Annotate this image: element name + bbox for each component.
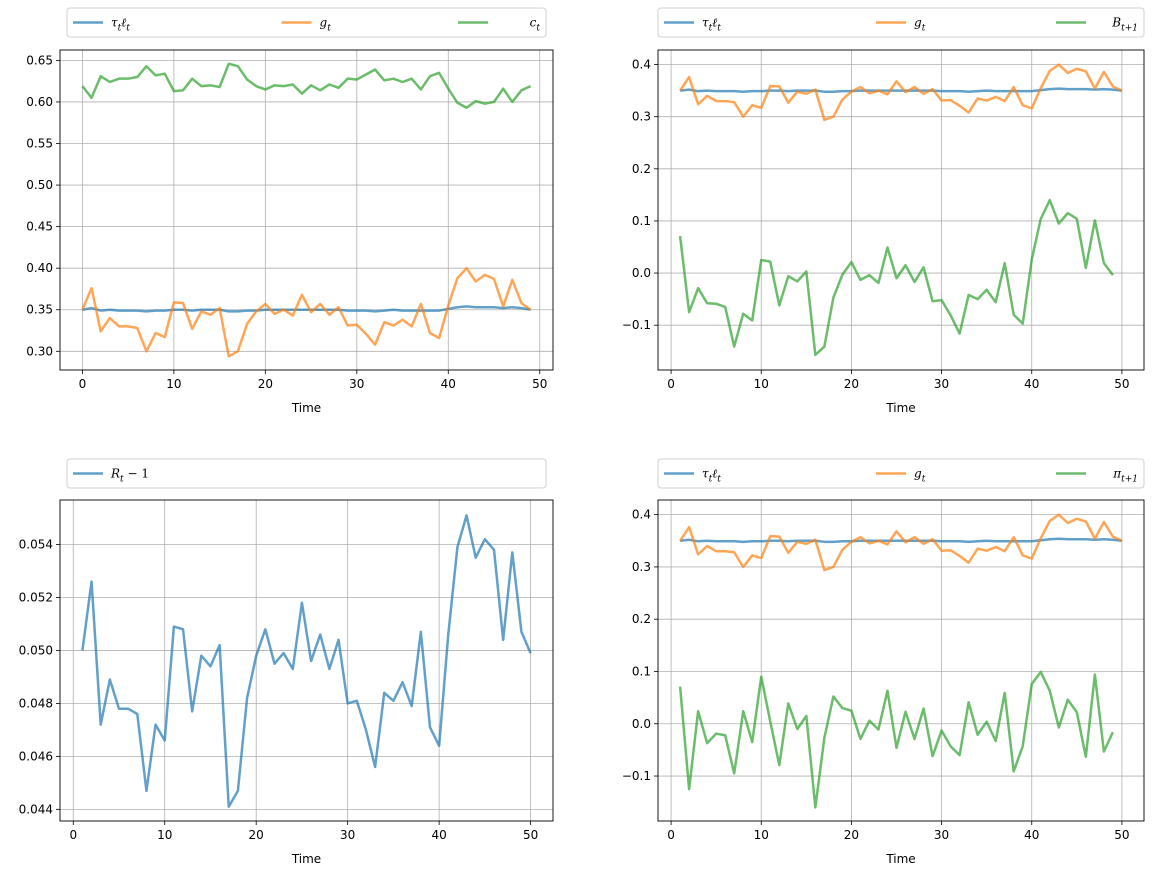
x-tick-label: 10	[754, 828, 769, 842]
x-tick-label: 30	[934, 828, 949, 842]
x-tick-label: 10	[166, 377, 181, 391]
x-tick-label: 10	[157, 828, 172, 842]
y-tick-label: 0.3	[632, 560, 651, 574]
y-tick-label: 0.4	[632, 508, 651, 522]
x-tick-label: 30	[340, 828, 355, 842]
y-tick-label: 0.50	[26, 178, 53, 192]
x-tick-label: 50	[523, 828, 538, 842]
series-line-1	[81, 514, 532, 808]
legend-label-2: gt	[914, 16, 926, 34]
x-tick-label: 20	[844, 377, 859, 391]
series-line-1	[679, 537, 1123, 544]
y-tick-label: 0.046	[19, 749, 53, 763]
y-tick-label: 0.1	[632, 664, 651, 678]
series-line-2	[81, 266, 532, 358]
x-axis-label: Time	[885, 852, 915, 866]
x-axis-label: Time	[291, 852, 321, 866]
axes-frame	[59, 499, 554, 822]
y-tick-label: 0.1	[632, 214, 651, 228]
y-tick-label: 0.048	[19, 696, 53, 710]
y-tick-label: 0.35	[26, 303, 53, 317]
y-tick-label: 0.2	[632, 612, 651, 626]
y-tick-label: −0.1	[622, 318, 651, 332]
y-tick-label: 0.55	[26, 137, 53, 151]
y-tick-label: 0.050	[19, 643, 53, 657]
panel-3: 0 10 20 30 40 50 0.044 0.046 0.048 0.050 0.052 0.05…	[19, 458, 554, 866]
y-tick-label: 0.2	[632, 162, 651, 176]
legend-label-1: τtℓt	[702, 16, 721, 34]
series-line-2	[679, 513, 1123, 572]
series-line-1	[82, 305, 531, 313]
x-tick-label: 50	[1114, 377, 1129, 391]
panel-4: 0 10 20 30 40 50 −0.1 0.0 0.1 0.2 0.3 0.4 Time τtℓt gt…	[622, 458, 1145, 866]
legend-box	[66, 458, 547, 489]
x-tick-label: 0	[79, 377, 87, 391]
legend-label-2: gt	[320, 16, 332, 34]
legend: τtℓt gt ct	[66, 7, 547, 38]
legend: τtℓt gt Bt+1	[657, 7, 1145, 38]
panel-1: 0 10 20 30 40 50 0.30 0.35 0.40 0.45 0.50 0.55 0.60 0…	[26, 7, 554, 415]
y-tick-label: 0.30	[26, 344, 53, 358]
legend-label-1: τtℓt	[111, 16, 130, 34]
legend-label-2: gt	[914, 467, 926, 485]
legend-label-1: τtℓt	[702, 467, 721, 485]
x-tick-label: 30	[934, 377, 949, 391]
legend-label-3: πt+1	[1112, 467, 1138, 485]
x-tick-label: 40	[1024, 377, 1039, 391]
y-tick-label: 0.4	[632, 58, 651, 72]
panel-2: 0 10 20 30 40 50 −0.1 0.0 0.1 0.2 0.3 0.4 Time τtℓt gt…	[622, 7, 1145, 415]
y-tick-label: 0.054	[19, 537, 53, 551]
legend-label-1: Rt − 1	[110, 467, 149, 485]
x-tick-label: 0	[667, 377, 675, 391]
x-axis-label: Time	[291, 401, 321, 415]
axes-frame	[657, 49, 1145, 371]
y-tick-label: 0.60	[26, 95, 53, 109]
series-line-3	[678, 670, 1115, 809]
x-tick-label: 20	[249, 828, 264, 842]
series-line-1	[679, 87, 1123, 93]
y-tick-label: 0.3	[632, 110, 651, 124]
axes-frame	[59, 49, 554, 371]
series-line-3	[678, 198, 1114, 357]
axes-frame	[657, 499, 1145, 822]
x-axis-label: Time	[885, 401, 915, 415]
x-tick-label: 30	[349, 377, 364, 391]
series-line-2	[679, 63, 1123, 122]
legend: Rt − 1	[66, 458, 547, 489]
x-tick-label: 40	[431, 828, 446, 842]
x-tick-label: 50	[1114, 828, 1129, 842]
x-tick-label: 0	[667, 828, 675, 842]
x-tick-label: 10	[754, 377, 769, 391]
y-tick-label: 0.0	[632, 266, 651, 280]
x-tick-label: 40	[1024, 828, 1039, 842]
y-tick-label: 0.0	[632, 717, 651, 731]
legend: τtℓt gt πt+1	[657, 458, 1145, 489]
y-tick-label: 0.40	[26, 261, 53, 275]
series-line-3	[81, 62, 532, 110]
legend-label-3: ct	[530, 16, 541, 34]
x-tick-label: 40	[441, 377, 456, 391]
x-tick-label: 20	[258, 377, 273, 391]
y-tick-label: −0.1	[622, 769, 651, 783]
legend-label-3: Bt+1	[1111, 16, 1138, 34]
x-tick-label: 0	[69, 828, 77, 842]
x-tick-label: 20	[844, 828, 859, 842]
y-tick-label: 0.65	[26, 53, 53, 67]
y-tick-label: 0.45	[26, 220, 53, 234]
y-tick-label: 0.044	[19, 802, 53, 816]
y-tick-label: 0.052	[19, 590, 53, 604]
x-tick-label: 50	[532, 377, 547, 391]
